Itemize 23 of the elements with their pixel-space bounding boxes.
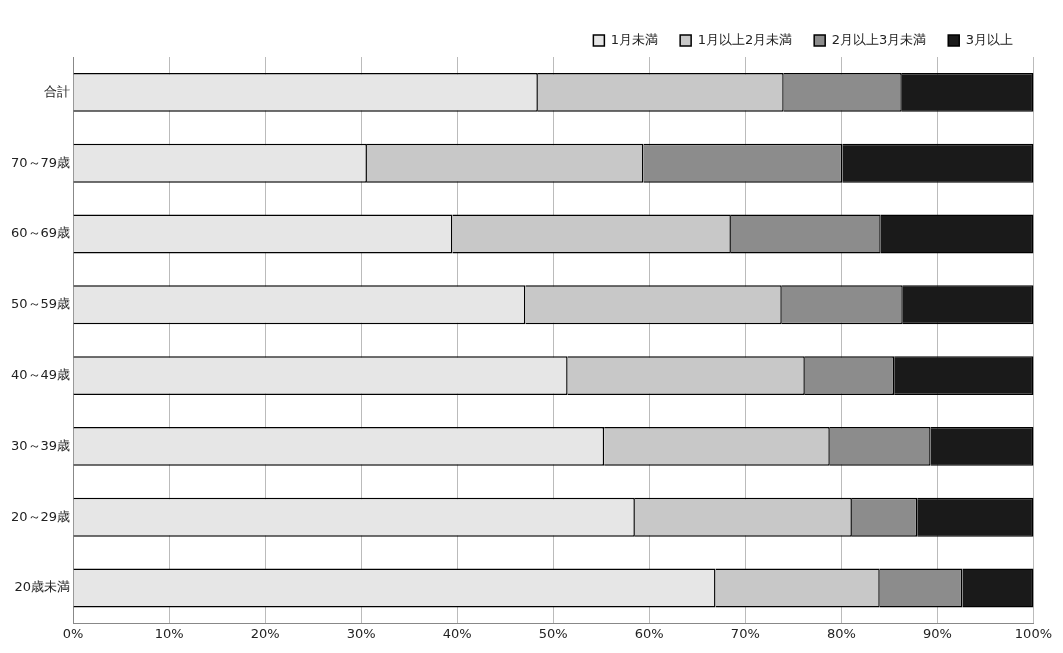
y-tick-label: 40～49歳 [10,366,71,382]
y-tick-label: 20歳未満 [14,579,71,595]
x-tick-label: 30% [346,625,376,641]
y-tick-label: 70～79歳 [10,154,71,170]
x-tick-label: 90% [922,625,952,641]
x-tick-label: 0% [62,625,84,641]
legend-label: 1月以上2月未満 [697,31,793,47]
y-tick-label: 20～29歳 [10,508,71,524]
y-tick-label: 60～69歳 [10,225,71,241]
x-tick-label: 50% [538,625,568,641]
legend-label: 1月未満 [610,31,659,47]
x-tick-label: 10% [154,625,184,641]
x-tick-label: 70% [730,625,760,641]
y-tick-label: 合計 [44,83,71,99]
legend-label: 3月以上 [965,31,1014,47]
y-tick-label: 30～39歳 [10,437,71,453]
x-tick-label: 40% [442,625,472,641]
x-tick-label: 60% [634,625,664,641]
x-tick-label: 80% [826,625,856,641]
y-tick-label: 50～59歳 [10,296,71,312]
legend-label: 2月以上3月未満 [831,31,927,47]
x-tick-label: 20% [250,625,280,641]
x-tick-label: 100% [1014,625,1052,641]
